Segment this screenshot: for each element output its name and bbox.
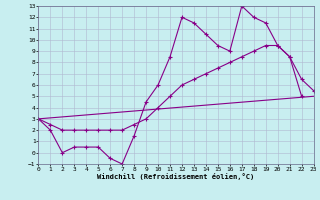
X-axis label: Windchill (Refroidissement éolien,°C): Windchill (Refroidissement éolien,°C)	[97, 173, 255, 180]
